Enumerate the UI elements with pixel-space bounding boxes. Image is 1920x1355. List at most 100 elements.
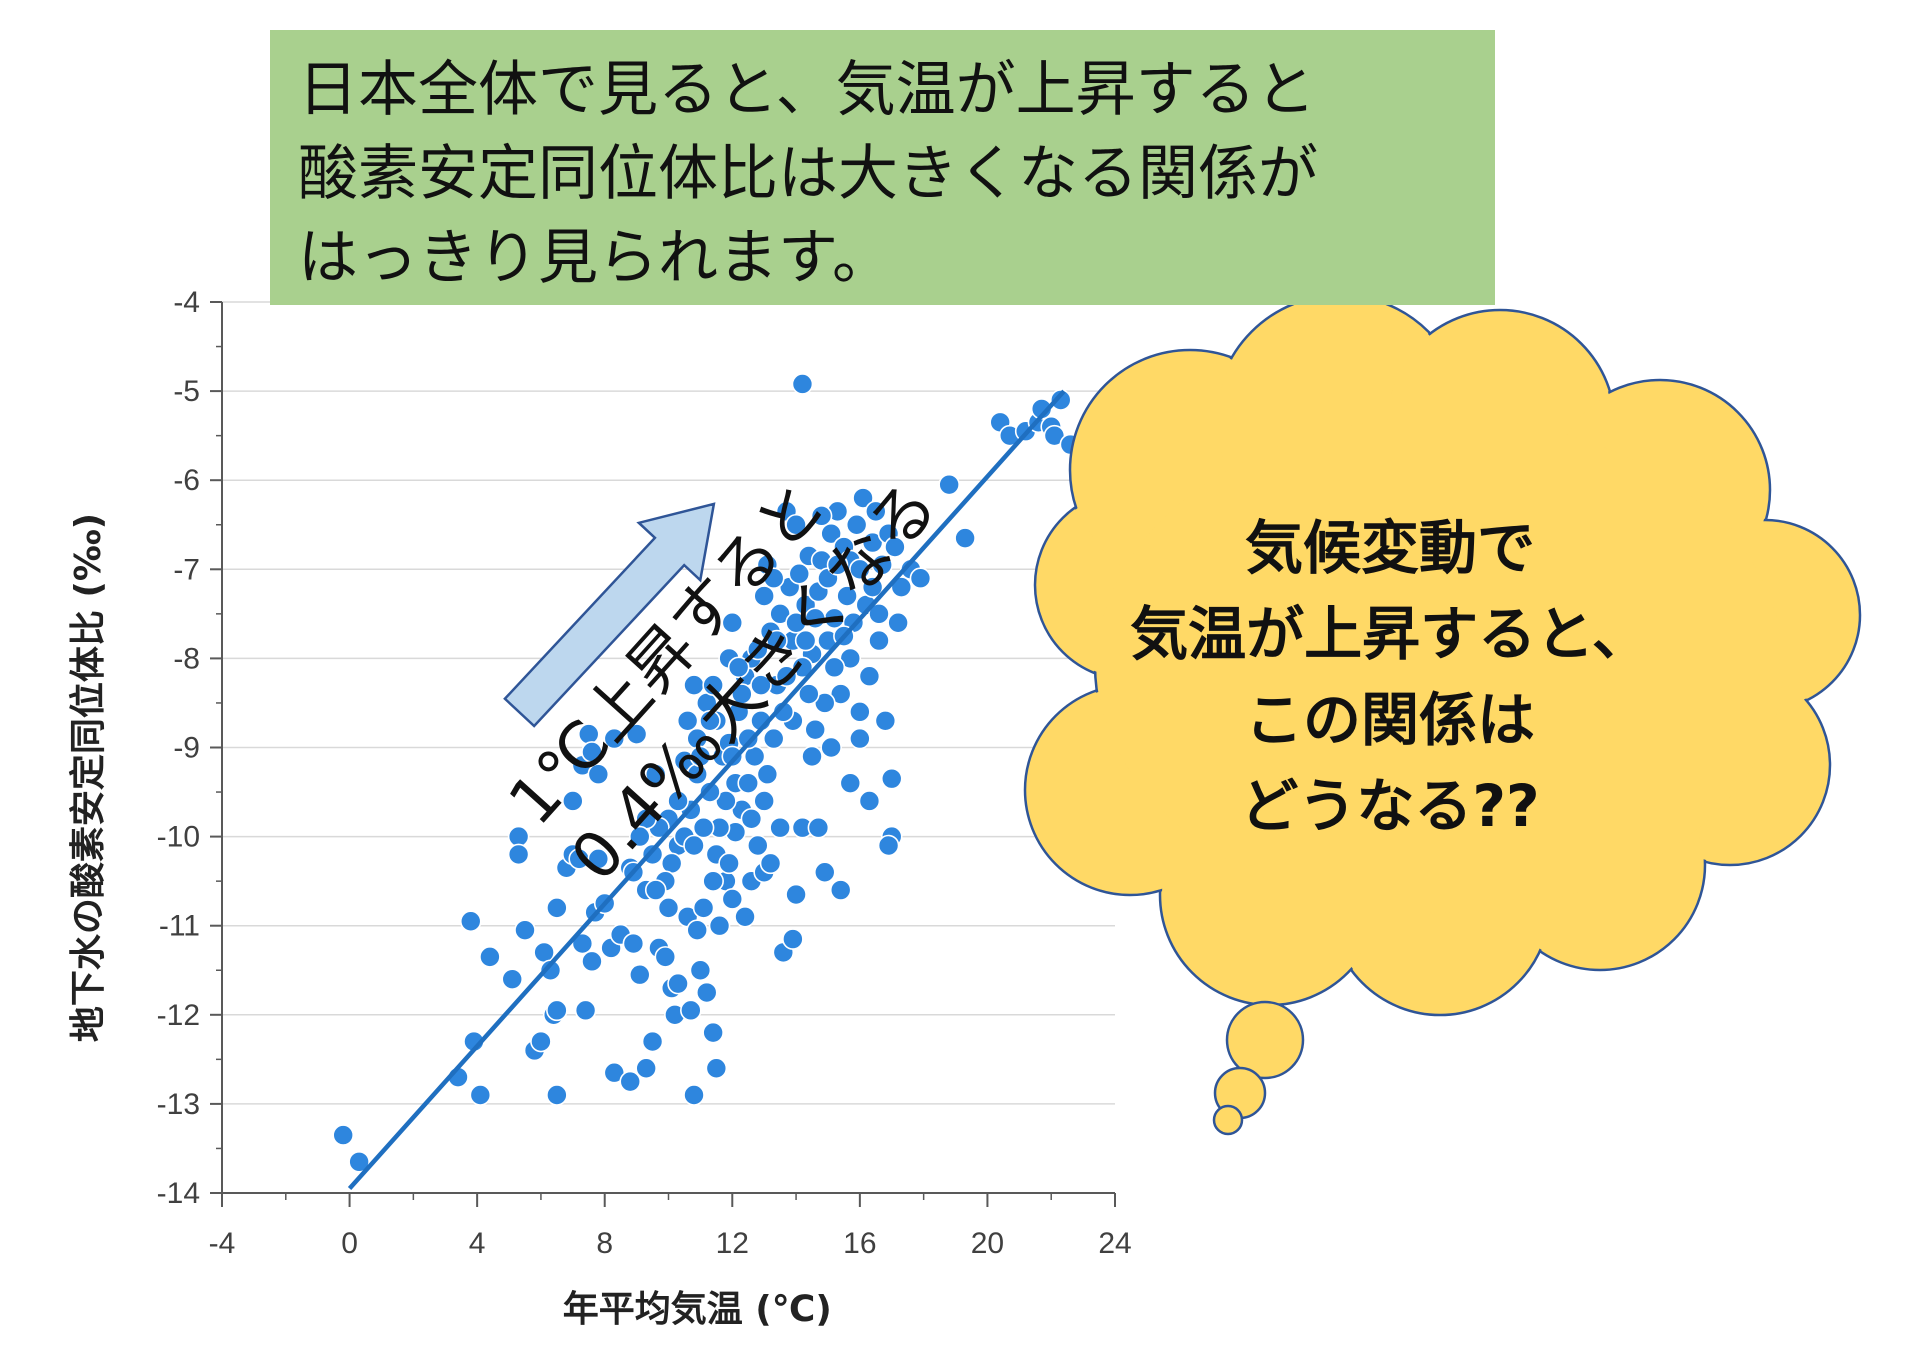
headline-box: 日本全体で見ると、気温が上昇すると 酸素安定同位体比は大きくなる関係が はっきり… (270, 30, 1495, 305)
x-axis-title: 年平均気温 (℃) (563, 1289, 832, 1330)
data-point (753, 585, 775, 607)
data-point (469, 1084, 492, 1106)
x-tick-label: 16 (843, 1227, 876, 1260)
data-point (514, 919, 536, 941)
data-point (740, 807, 763, 830)
data-point (721, 888, 744, 910)
data-point (766, 629, 788, 652)
data-point (823, 656, 846, 679)
thought-cloud (1023, 293, 1862, 1136)
data-point (880, 767, 903, 790)
data-point (699, 781, 721, 803)
data-point (562, 790, 584, 812)
trendline (347, 389, 1066, 1191)
data-point (858, 665, 881, 688)
x-tick-label: 4 (469, 1227, 486, 1260)
data-point (737, 772, 760, 794)
data-point (644, 763, 667, 786)
data-point (826, 554, 849, 576)
y-tick-label: -6 (173, 464, 200, 497)
data-point (546, 999, 568, 1022)
data-point (641, 843, 664, 866)
data-point (686, 919, 709, 941)
data-point (746, 638, 769, 661)
x-tick-label: 12 (716, 1227, 749, 1260)
y-tick-label: -12 (157, 999, 200, 1032)
data-point (587, 763, 610, 786)
data-point (459, 910, 482, 933)
data-point (804, 718, 827, 741)
y-tick-label: -4 (173, 286, 200, 319)
axes: -4 -5 -6 -7 -8 -9 -10 -11 -12 -13 -14 -4 0 4 8 12 16 20 24… (68, 286, 1132, 1330)
data-point (791, 373, 814, 395)
data-point (865, 500, 887, 523)
data-point (785, 513, 807, 536)
y-tick-label: -14 (157, 1177, 200, 1210)
data-point (820, 522, 842, 545)
data-point (539, 959, 562, 982)
data-point (820, 736, 842, 759)
data-point (836, 585, 858, 607)
data-point (727, 656, 750, 679)
data-point (938, 473, 960, 496)
data-point (702, 1021, 724, 1044)
data-point (871, 554, 893, 576)
increase-arrow-icon (503, 502, 716, 728)
data-point (731, 683, 753, 705)
headline-line-2: 酸素安定同位体比は大きくなる関係が (298, 139, 1318, 209)
headline-line-3: はっきり見られます。 (298, 223, 892, 293)
y-tick-label: -7 (173, 553, 200, 586)
data-point (644, 879, 667, 901)
data-point (507, 843, 530, 866)
data-point (628, 825, 651, 848)
data-point (683, 834, 705, 857)
y-tick-label: -8 (173, 642, 200, 675)
data-point (581, 741, 603, 763)
data-point (845, 513, 868, 536)
data-point (734, 905, 756, 928)
data-point (794, 629, 817, 652)
data-point (769, 816, 791, 839)
data-point (581, 950, 603, 973)
data-point (683, 1084, 705, 1106)
thought-line-1: 気候変動で (1244, 514, 1535, 582)
data-point (689, 959, 712, 982)
data-point (785, 883, 807, 906)
data-point (782, 928, 804, 950)
data-point (702, 674, 724, 696)
data-point (753, 790, 775, 812)
data-point (721, 611, 744, 634)
thought-line-3: この関係は (1244, 686, 1535, 754)
data-point (692, 816, 715, 839)
data-point (348, 1151, 370, 1173)
data-point (654, 946, 677, 968)
data-point (501, 968, 524, 990)
data-point (762, 727, 785, 750)
data-point (705, 1057, 728, 1080)
data-point (887, 611, 909, 634)
thought-bubble-small (1212, 1104, 1244, 1136)
data-point (746, 834, 769, 857)
data-point (718, 852, 740, 875)
data-point (660, 852, 683, 875)
x-tick-label: 20 (971, 1227, 1004, 1260)
data-point (546, 1084, 568, 1106)
data-point (798, 683, 820, 705)
data-point (657, 897, 680, 919)
data-point (807, 816, 830, 839)
data-point (801, 745, 823, 768)
thought-cloud-fill (1027, 297, 1858, 1013)
y-tick-label: -11 (159, 910, 200, 943)
thought-bubble-text: 気候変動で 気温が上昇すると、 この関係は どうなる?? (1040, 505, 1740, 849)
data-point (813, 861, 836, 884)
data-point (667, 972, 689, 995)
data-point (635, 1057, 657, 1080)
y-tick-label: -10 (157, 821, 200, 854)
y-tick-label: -13 (157, 1088, 200, 1121)
data-point (702, 870, 724, 892)
data-point (692, 897, 715, 919)
data-point (332, 1124, 354, 1146)
data-point (625, 723, 648, 745)
data-point (868, 603, 890, 625)
data-point (868, 629, 890, 652)
